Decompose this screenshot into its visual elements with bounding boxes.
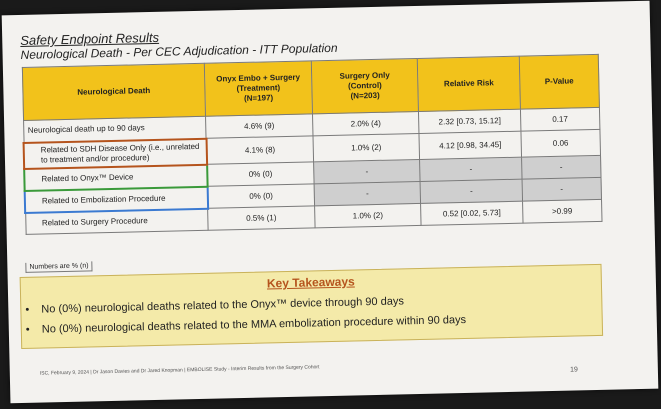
relative-risk-cell: - <box>420 179 523 204</box>
results-table: Neurological Death Onyx Embo + Surgery (… <box>21 54 603 235</box>
p-value-cell: - <box>521 155 602 180</box>
relative-risk-cell: - <box>419 157 522 182</box>
p-value-cell: 0.17 <box>520 107 600 132</box>
treatment-cell: 4.6% (9) <box>205 113 313 139</box>
treatment-cell: 0% (0) <box>207 183 315 209</box>
treatment-cell: 4.1% (8) <box>206 135 314 165</box>
header-relative-risk: Relative Risk <box>417 56 521 112</box>
header-control: Surgery Only (Control) (N=203) <box>311 58 419 114</box>
relative-risk-cell: 4.12 [0.98, 34.45] <box>419 131 522 160</box>
control-cell: 1.0% (2) <box>312 133 420 162</box>
header-p-value: P-Value <box>519 54 600 110</box>
control-cell: - <box>313 159 421 184</box>
takeaway-text: No (0%) neurological deaths related to t… <box>41 295 405 316</box>
p-value-cell: - <box>521 177 602 202</box>
header-neurological-death: Neurological Death <box>21 63 206 121</box>
control-cell: 1.0% (2) <box>314 203 422 228</box>
treatment-cell: 0.5% (1) <box>207 205 315 231</box>
takeaway-item: • No (0%) neurological deaths related to … <box>26 311 602 336</box>
header-treatment: Onyx Embo + Surgery (Treatment) (N=197) <box>204 60 313 117</box>
treatment-cell: 0% (0) <box>206 161 314 187</box>
table-note: Numbers are % (n) <box>25 261 93 273</box>
page-number: 19 <box>569 366 578 374</box>
relative-risk-cell: 0.52 [0.02, 5.73] <box>420 201 523 226</box>
bullet-icon: • <box>25 323 30 336</box>
control-cell: - <box>313 181 421 206</box>
header-treatment-line3: (N=197) <box>243 93 274 103</box>
p-value-cell: >0.99 <box>522 199 603 224</box>
p-value-cell: 0.06 <box>520 129 601 158</box>
key-takeaways-box: Key Takeaways • No (0%) neurological deat… <box>19 263 604 350</box>
slide-footer: ISC, February 9, 2024 | Dr Jason Davies … <box>39 364 320 377</box>
bullet-icon: • <box>25 303 30 316</box>
row-label-surgery: Related to Surgery Procedure <box>25 208 209 235</box>
control-cell: 2.0% (4) <box>312 111 420 136</box>
relative-risk-cell: 2.32 [0.73, 15.12] <box>418 109 521 134</box>
takeaway-text: No (0%) neurological deaths related to t… <box>41 313 467 336</box>
header-control-line3: (N=203) <box>350 90 380 101</box>
